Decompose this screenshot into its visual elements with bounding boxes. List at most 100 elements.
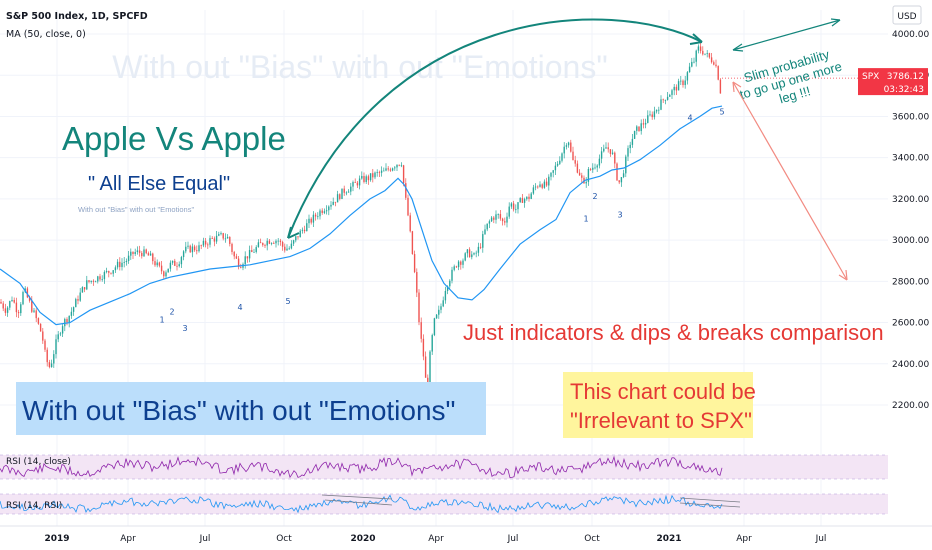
x-tick-label: Apr (736, 534, 752, 544)
candle-body (141, 252, 143, 257)
candle-body (334, 201, 337, 203)
x-tick-label: Jul (507, 534, 519, 544)
candle-body (504, 221, 506, 223)
candle-body (156, 262, 158, 266)
chart-title: S&P 500 Index, 1D, SPCFD (6, 11, 148, 22)
candle-body (262, 243, 264, 246)
candle-body (39, 323, 42, 332)
candle-body (691, 61, 693, 67)
candle-body (486, 223, 488, 230)
candle-body (495, 214, 497, 220)
current-price-tag: SPX 3786.12 03:32:43 (858, 68, 928, 96)
candle-body (440, 306, 442, 310)
wave-count-label: 2 (592, 192, 597, 201)
candle-body (17, 312, 20, 314)
candle-body (352, 182, 354, 187)
candle-body (284, 246, 286, 251)
candle-body (391, 168, 394, 171)
candle-body (202, 240, 205, 246)
candle-body (138, 250, 141, 253)
candle-body (603, 148, 605, 152)
all-else-equal-subheading: " All Else Equal" (88, 173, 230, 195)
candle-body (380, 170, 383, 173)
candle-body (268, 240, 271, 244)
candle-body (198, 245, 200, 252)
currency-button-bg[interactable] (892, 5, 922, 25)
x-tick-label: Jul (199, 534, 211, 544)
candle-body (438, 309, 440, 315)
candle-body (103, 271, 106, 280)
candle-body (336, 194, 339, 203)
candle-body (589, 169, 592, 170)
candle-body (361, 176, 363, 179)
candle-body (493, 217, 495, 220)
candle-body (55, 339, 57, 355)
x-axis: 2019 Apr Jul Oct 2020 Apr Jul Oct 2021 Apr Jul (0, 525, 932, 544)
candle-body (695, 50, 697, 62)
candle-body (433, 318, 436, 336)
y-tick-label: 2200.00 (892, 401, 929, 411)
candle-body (180, 257, 183, 265)
candle-body (688, 66, 691, 73)
candle-body (290, 243, 293, 249)
rsi-trendline (679, 502, 741, 508)
candle-body (708, 53, 711, 58)
candle-body (587, 169, 590, 182)
candle-body (171, 260, 174, 263)
candle-body (266, 240, 268, 246)
candle-body (101, 279, 103, 280)
candle-body (231, 243, 233, 252)
candle-body (191, 246, 194, 253)
candle-body (389, 169, 392, 171)
price-tag-bg (858, 68, 928, 96)
candle-body (99, 276, 101, 280)
candle-body (114, 267, 117, 271)
candle-body (218, 234, 220, 236)
candle-body (75, 299, 77, 308)
teal-double-arrow (732, 19, 841, 51)
rsi-of-rsi-label: RSI (14, RSI) (6, 501, 62, 511)
candle-body (83, 287, 86, 290)
candle-body (4, 308, 7, 313)
candle-body (92, 280, 95, 282)
candle-body (224, 238, 227, 240)
candle-body (303, 229, 306, 232)
candle-body (365, 176, 367, 182)
candle-body (585, 181, 587, 184)
candle-body (279, 240, 282, 242)
candle-body (647, 115, 649, 123)
candle-body (420, 322, 422, 339)
apple-vs-apple-heading: Apple Vs Apple (62, 120, 286, 157)
candle-body (332, 201, 334, 205)
candle-body (530, 193, 532, 199)
x-tick-label: Apr (120, 534, 136, 544)
candle-body (407, 197, 409, 216)
candle-body (275, 240, 277, 244)
candle-body (330, 204, 332, 207)
candle-body (264, 245, 266, 246)
candle-body (596, 165, 598, 168)
y-tick-label: 2800.00 (892, 277, 929, 287)
currency-button[interactable]: USD (897, 12, 916, 22)
candle-body (215, 235, 218, 242)
candle-body (213, 238, 216, 242)
candle-body (288, 248, 290, 250)
candle-body (622, 173, 625, 178)
candle-body (317, 216, 319, 218)
candle-body (308, 218, 310, 224)
candle-body (673, 86, 675, 91)
wave-count-label: 4 (237, 303, 242, 312)
candle-body (77, 299, 79, 301)
candle-body (442, 300, 444, 307)
candle-body (145, 249, 147, 254)
rsi-trendline (321, 494, 393, 500)
candle-body (605, 147, 607, 149)
candle-body (297, 236, 299, 238)
candle-body (607, 147, 609, 150)
candle-body (552, 170, 554, 173)
candle-body (9, 301, 11, 308)
rsi-trendline (679, 497, 741, 503)
x-tick-label: 2021 (656, 534, 681, 544)
candle-body (675, 86, 678, 91)
candle-body (127, 255, 130, 262)
